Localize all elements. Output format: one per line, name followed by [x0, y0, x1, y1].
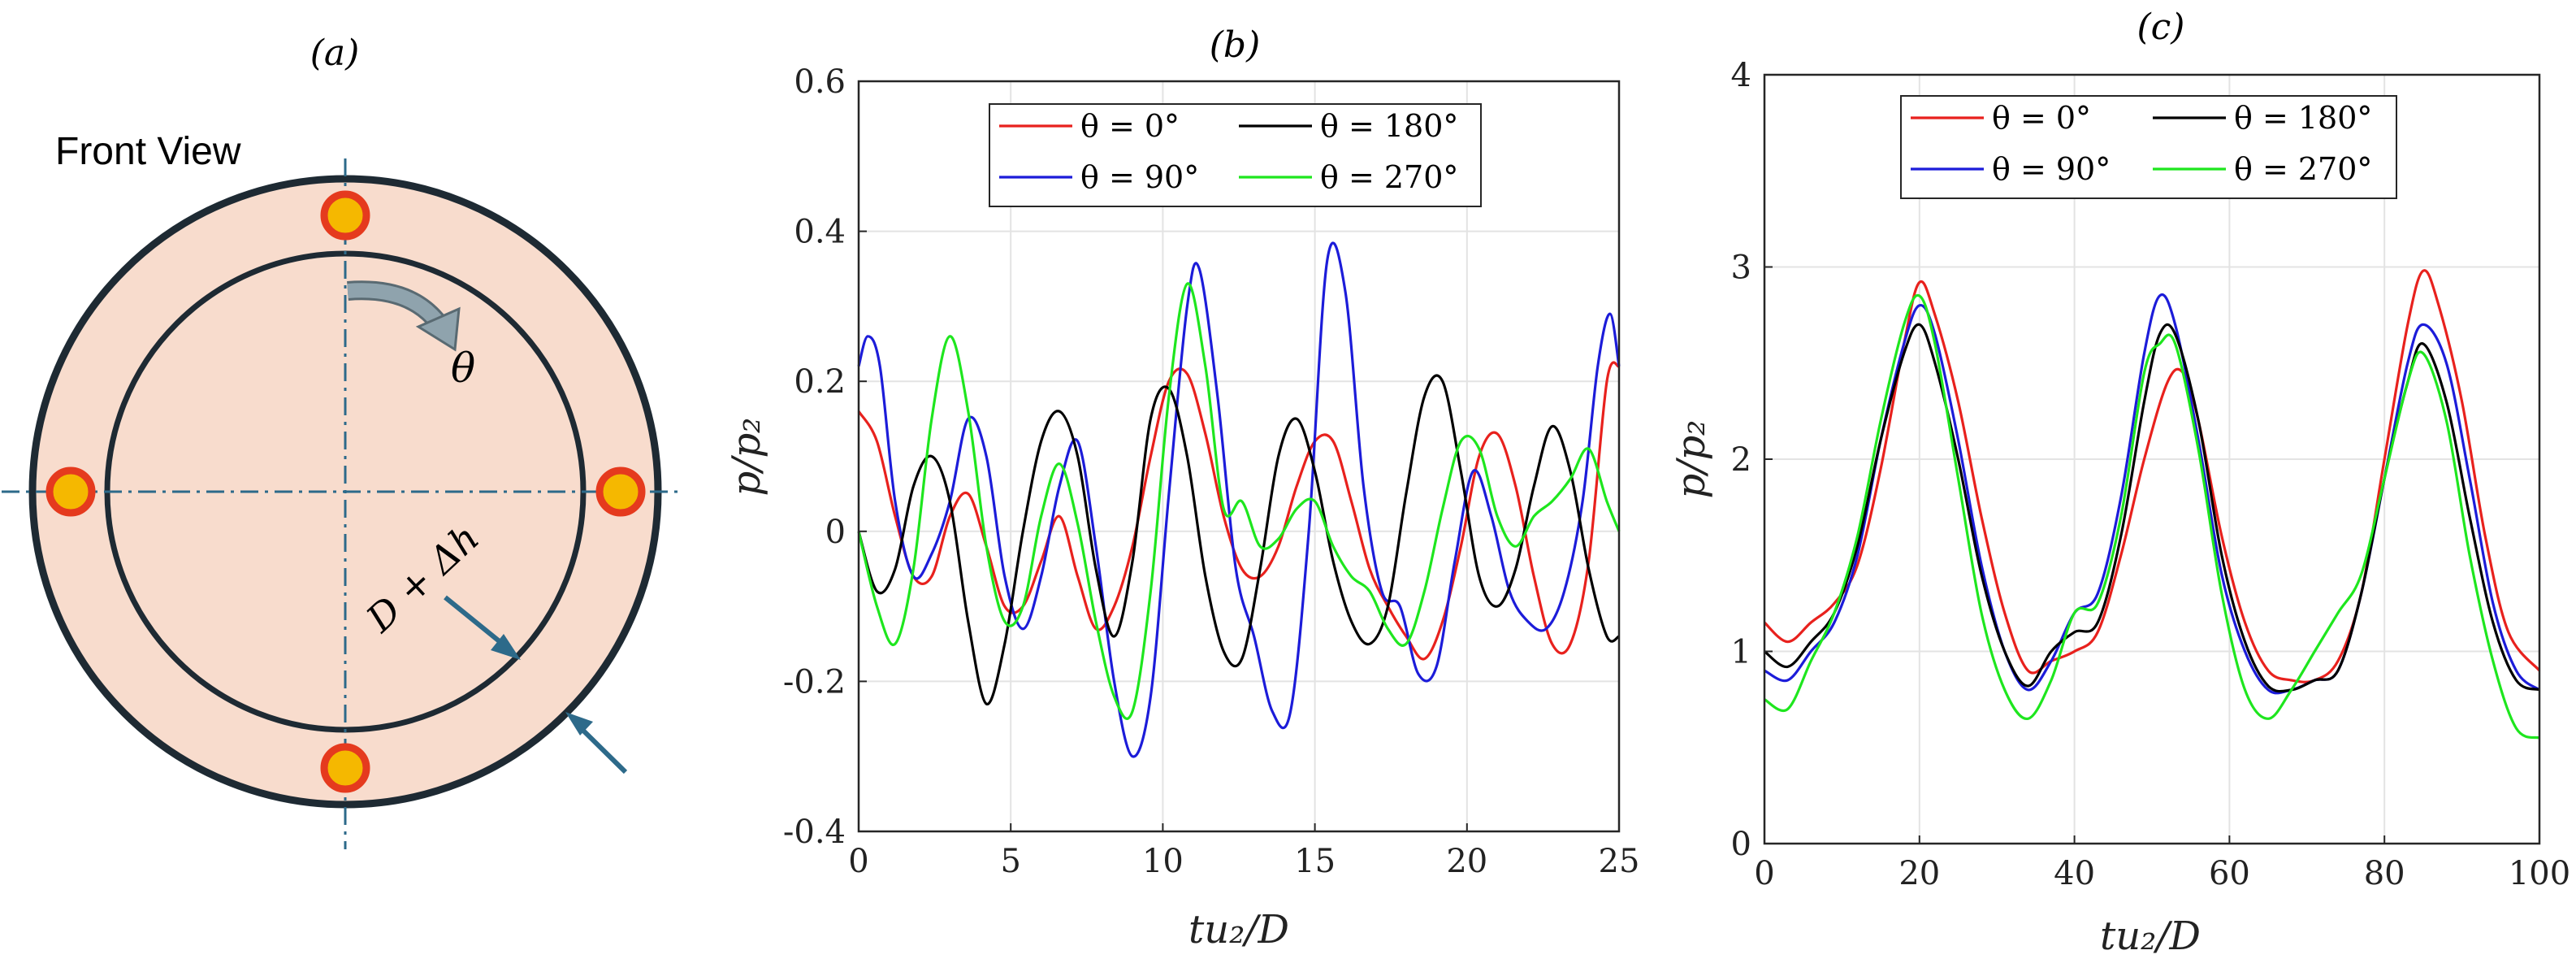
x-tick-label: 60 — [2209, 855, 2250, 892]
x-tick-label: 20 — [1898, 855, 1940, 892]
panel-b-xlabel: tu₂/D — [1188, 907, 1289, 952]
series-line-theta-90 — [1764, 293, 2541, 695]
panel-a: (a) Front View θ D + Δh — [2, 33, 681, 849]
legend-item-theta-180: θ = 180° — [2153, 100, 2372, 136]
panel-c-xticks: 0 20 40 60 80 100 — [1754, 835, 2570, 892]
svg-text:θ = 180°: θ = 180° — [2234, 100, 2372, 136]
svg-text:θ = 90°: θ = 90° — [1992, 151, 2111, 187]
panel-b-legend-box — [989, 103, 1482, 207]
front-view-label: Front View — [55, 130, 241, 173]
y-tick-label: 0.2 — [794, 363, 846, 401]
panel-b: (b) 0 5 10 15 20 25 -0.4-0.200.20.40.6 tu₂/D … — [724, 24, 1639, 952]
series-line-theta-180 — [1764, 323, 2540, 693]
outer-arrow-icon — [565, 712, 628, 775]
panel-b-title: (b) — [1210, 24, 1261, 66]
legend-item-theta-180: θ = 180° — [1239, 108, 1458, 144]
x-tick-label: 25 — [1599, 843, 1640, 880]
sensor-right — [595, 466, 646, 517]
x-tick-label: 15 — [1294, 843, 1336, 880]
curved-arrow-icon — [347, 280, 461, 352]
panel-b-ylabel: p/p₂ — [724, 418, 769, 497]
y-tick-label: -0.2 — [783, 663, 846, 701]
y-tick-label: 0.6 — [794, 63, 846, 101]
y-tick-label: 0.4 — [794, 214, 846, 251]
x-tick-label: 80 — [2364, 855, 2405, 892]
legend-item-theta-0: θ = 0° — [1911, 100, 2091, 136]
x-tick-label: 10 — [1142, 843, 1184, 880]
sensor-left — [45, 466, 96, 517]
svg-text:θ = 180°: θ = 180° — [1320, 108, 1458, 144]
sensor-bottom — [320, 743, 370, 793]
y-tick-label: 4 — [1731, 57, 1751, 94]
panel-c-legend: θ = 0° θ = 180° θ = 90° θ = 270° — [1900, 95, 2397, 199]
series-line-theta-180 — [857, 374, 1620, 705]
panel-c-xlabel: tu₂/D — [2100, 913, 2201, 959]
x-tick-label: 40 — [2054, 855, 2095, 892]
panel-b-axes-box — [857, 80, 1621, 833]
panel-a-title: (a) — [310, 33, 360, 74]
legend-item-theta-270: θ = 270° — [1239, 159, 1458, 195]
theta-label: θ — [451, 345, 475, 392]
y-tick-label: -0.4 — [783, 814, 846, 851]
y-tick-label: 0 — [825, 514, 846, 551]
legend-item-theta-270: θ = 270° — [2153, 151, 2372, 187]
panel-c-series — [1763, 269, 2541, 740]
y-tick-label: 0 — [1731, 826, 1751, 863]
x-tick-label: 5 — [1000, 843, 1020, 880]
panel-c: (c) 0 20 40 60 80 100 0 1 2 3 4 tu₂/D p/p₂ θ = 0°… — [1669, 7, 2570, 959]
y-tick-label: 1 — [1731, 634, 1751, 671]
svg-text:θ = 270°: θ = 270° — [2234, 151, 2372, 187]
panel-c-title: (c) — [2137, 7, 2185, 48]
svg-text:θ = 90°: θ = 90° — [1080, 159, 1199, 195]
x-tick-label: 100 — [2509, 855, 2570, 892]
svg-text:θ = 270°: θ = 270° — [1320, 159, 1458, 195]
y-tick-label: 2 — [1731, 441, 1751, 479]
series-line-theta-90 — [857, 241, 1621, 758]
panel-b-yticks: -0.4 -0.2 0 0.2 0.4 0.6 — [783, 63, 867, 851]
svg-text:θ = 0°: θ = 0° — [1080, 108, 1180, 144]
svg-text:θ = 0°: θ = 0° — [1992, 100, 2091, 136]
panel-c-legend-box — [1900, 95, 2397, 199]
legend-item-theta-90: θ = 90° — [999, 159, 1199, 195]
x-tick-label: 0 — [848, 843, 868, 880]
sensor-top — [320, 190, 370, 241]
x-tick-label: 20 — [1446, 843, 1487, 880]
panel-b-series — [857, 241, 1621, 758]
series-line-theta-270 — [857, 282, 1621, 720]
panel-b-xticks: 0 5 10 15 20 25 — [848, 823, 1639, 880]
x-tick-label: 0 — [1754, 855, 1774, 892]
series-line-theta-270 — [1764, 293, 2540, 740]
panel-c-yticks: 0 1 2 3 4 — [1731, 57, 1773, 863]
series-line-theta-0 — [857, 361, 1621, 661]
legend-item-theta-90: θ = 90° — [1911, 151, 2111, 187]
inner-arrow-icon — [444, 595, 521, 660]
panel-c-ylabel: p/p₂ — [1669, 420, 1714, 499]
y-tick-label: 3 — [1731, 250, 1751, 287]
panel-b-legend: θ = 0° θ = 180° θ = 90° θ = 270° — [989, 103, 1482, 207]
series-line-theta-0 — [1763, 269, 2541, 683]
legend-item-theta-0: θ = 0° — [999, 108, 1180, 144]
